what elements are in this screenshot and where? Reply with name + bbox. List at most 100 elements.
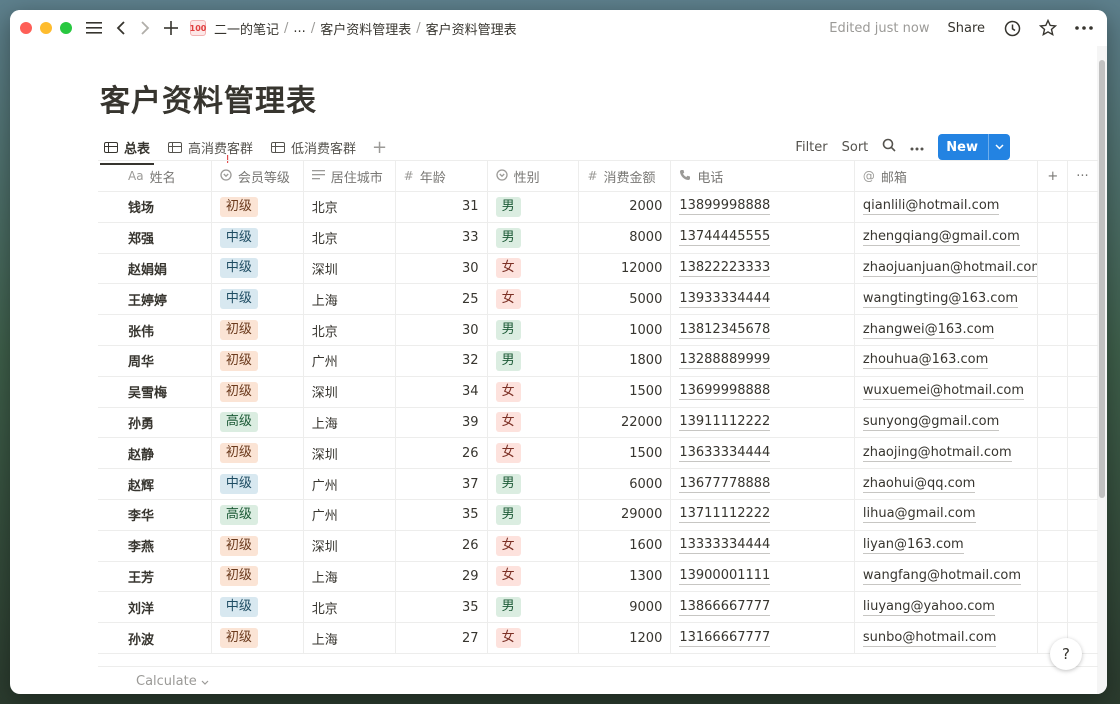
email-link[interactable]: wuxuemei@hotmail.com bbox=[862, 383, 1024, 401]
cell-city[interactable]: 上海 bbox=[304, 623, 396, 653]
email-link[interactable]: qianlili@hotmail.com bbox=[862, 198, 1000, 216]
email-link[interactable]: liyan@163.com bbox=[862, 537, 964, 555]
cell-gender[interactable]: 男 bbox=[488, 345, 580, 376]
phone-link[interactable]: 13166667777 bbox=[679, 629, 771, 647]
phone-link[interactable]: 13744445555 bbox=[679, 229, 771, 247]
email-link[interactable]: lihua@gmail.com bbox=[862, 506, 976, 524]
cell-level[interactable]: 高级 bbox=[212, 407, 304, 438]
cell-age[interactable]: 30 bbox=[396, 315, 488, 345]
cell-age[interactable]: 29 bbox=[396, 561, 488, 592]
cell-gender[interactable]: 女 bbox=[488, 623, 580, 653]
cell-age[interactable]: 34 bbox=[396, 376, 488, 407]
cell-email[interactable]: liuyang@yahoo.com bbox=[855, 592, 1039, 623]
cell-gender[interactable]: 男 bbox=[488, 192, 580, 222]
breadcrumb-item[interactable]: 客户资料管理表 bbox=[320, 22, 412, 38]
cell-email[interactable]: wangfang@hotmail.com bbox=[855, 561, 1039, 592]
cell-amount[interactable]: 9000 bbox=[579, 592, 672, 623]
email-link[interactable]: zhengqiang@gmail.com bbox=[862, 229, 1020, 247]
cell-amount[interactable]: 12000 bbox=[579, 253, 672, 284]
cell-age[interactable]: 35 bbox=[396, 592, 488, 623]
close-window-button[interactable] bbox=[20, 22, 32, 34]
cell-email[interactable]: wuxuemei@hotmail.com bbox=[855, 376, 1039, 407]
cell-amount[interactable]: 1200 bbox=[579, 623, 672, 653]
phone-link[interactable]: 13677778888 bbox=[679, 475, 771, 493]
cell-amount[interactable]: 1000 bbox=[579, 315, 672, 345]
email-link[interactable]: wangtingting@163.com bbox=[862, 290, 1019, 308]
cell-age[interactable]: 30 bbox=[396, 253, 488, 284]
phone-link[interactable]: 13822223333 bbox=[679, 259, 771, 277]
cell-email[interactable]: zhangwei@163.com bbox=[855, 315, 1039, 345]
cell-level[interactable]: 初级 bbox=[212, 561, 304, 592]
cell-city[interactable]: 深圳 bbox=[304, 253, 396, 284]
new-page-plus-icon[interactable] bbox=[164, 21, 178, 35]
cell-city[interactable]: 上海 bbox=[304, 407, 396, 438]
new-record-button[interactable]: New bbox=[938, 134, 1010, 160]
cell-name[interactable]: 李燕 bbox=[98, 530, 212, 561]
cell-level[interactable]: 中级 bbox=[212, 222, 304, 253]
phone-link[interactable]: 13900001111 bbox=[679, 567, 771, 585]
star-favorite-icon[interactable] bbox=[1039, 19, 1057, 37]
cell-amount[interactable]: 1300 bbox=[579, 561, 672, 592]
email-link[interactable]: zhangwei@163.com bbox=[862, 321, 995, 339]
column-header-city[interactable]: 居住城市 bbox=[304, 161, 396, 191]
cell-phone[interactable]: 13866667777 bbox=[671, 592, 855, 623]
cell-name[interactable]: 王芳 bbox=[98, 561, 212, 592]
cell-city[interactable]: 深圳 bbox=[304, 530, 396, 561]
phone-link[interactable]: 13699998888 bbox=[679, 383, 771, 401]
cell-gender[interactable]: 男 bbox=[488, 469, 580, 499]
cell-city[interactable]: 深圳 bbox=[304, 438, 396, 469]
clock-history-icon[interactable] bbox=[1003, 19, 1021, 37]
cell-phone[interactable]: 13822223333 bbox=[671, 253, 855, 284]
cell-age[interactable]: 37 bbox=[396, 469, 488, 499]
cell-age[interactable]: 33 bbox=[396, 222, 488, 253]
forward-arrow-icon[interactable] bbox=[140, 21, 150, 35]
add-view-plus-icon[interactable]: + bbox=[372, 136, 388, 158]
back-arrow-icon[interactable] bbox=[116, 21, 126, 35]
tab-view-high-spend[interactable]: 高消费客群 bbox=[164, 130, 257, 164]
cell-amount[interactable]: 1600 bbox=[579, 530, 672, 561]
cell-phone[interactable]: 13677778888 bbox=[671, 469, 855, 499]
breadcrumb-item[interactable]: ... bbox=[293, 20, 306, 36]
zoom-window-button[interactable] bbox=[60, 22, 72, 34]
email-link[interactable]: sunyong@gmail.com bbox=[862, 413, 1000, 431]
cell-amount[interactable]: 5000 bbox=[579, 284, 672, 315]
cell-email[interactable]: sunbo@hotmail.com bbox=[855, 623, 1039, 653]
cell-amount[interactable]: 29000 bbox=[579, 499, 672, 530]
cell-phone[interactable]: 13288889999 bbox=[671, 345, 855, 376]
cell-amount[interactable]: 22000 bbox=[579, 407, 672, 438]
cell-gender[interactable]: 女 bbox=[488, 376, 580, 407]
cell-email[interactable]: liyan@163.com bbox=[855, 530, 1039, 561]
help-button[interactable]: ? bbox=[1050, 638, 1082, 670]
more-properties-icon[interactable]: ··· bbox=[1076, 168, 1089, 184]
table-row[interactable]: 李燕 初级 深圳 26 女 1600 13333334444 liyan@163.com bbox=[98, 530, 1098, 562]
scrollbar-thumb[interactable] bbox=[1099, 60, 1105, 498]
cell-email[interactable]: qianlili@hotmail.com bbox=[855, 192, 1039, 222]
table-row[interactable]: 赵娟娟 中级 深圳 30 女 12000 13822223333 zhaojuanjuan@h… bbox=[98, 253, 1098, 285]
cell-email[interactable]: wangtingting@163.com bbox=[855, 284, 1039, 315]
cell-phone[interactable]: 13744445555 bbox=[671, 222, 855, 253]
cell-name[interactable]: 郑强 bbox=[98, 222, 212, 253]
table-row[interactable]: 周华 初级 广州 32 男 1800 13288889999 zhouhua@163.com bbox=[98, 345, 1098, 377]
column-header-name[interactable]: Aa 姓名 bbox=[98, 161, 212, 191]
email-link[interactable]: zhaohui@qq.com bbox=[862, 475, 976, 493]
cell-gender[interactable]: 男 bbox=[488, 222, 580, 253]
cell-name[interactable]: 钱场 bbox=[98, 192, 212, 222]
cell-email[interactable]: zhouhua@163.com bbox=[855, 345, 1039, 376]
cell-email[interactable]: zhaohui@qq.com bbox=[855, 469, 1039, 499]
add-property-plus-icon[interactable]: + bbox=[1038, 161, 1069, 191]
cell-name[interactable]: 张伟 bbox=[98, 315, 212, 345]
column-header-level[interactable]: 会员等级 bbox=[212, 161, 304, 191]
sidebar-menu-icon[interactable] bbox=[86, 21, 102, 35]
cell-email[interactable]: sunyong@gmail.com bbox=[855, 407, 1039, 438]
cell-gender[interactable]: 女 bbox=[488, 438, 580, 469]
cell-city[interactable]: 上海 bbox=[304, 561, 396, 592]
table-row[interactable]: 王婷婷 中级 上海 25 女 5000 13933334444 wangtingting@16… bbox=[98, 284, 1098, 316]
table-row[interactable]: 孙波 初级 上海 27 女 1200 13166667777 sunbo@hotmail.co… bbox=[98, 623, 1098, 654]
cell-age[interactable]: 32 bbox=[396, 345, 488, 376]
cell-phone[interactable]: 13899998888 bbox=[671, 192, 855, 222]
phone-link[interactable]: 13866667777 bbox=[679, 598, 771, 616]
cell-level[interactable]: 中级 bbox=[212, 253, 304, 284]
cell-phone[interactable]: 13711112222 bbox=[671, 499, 855, 530]
cell-city[interactable]: 北京 bbox=[304, 315, 396, 345]
cell-amount[interactable]: 1500 bbox=[579, 438, 672, 469]
